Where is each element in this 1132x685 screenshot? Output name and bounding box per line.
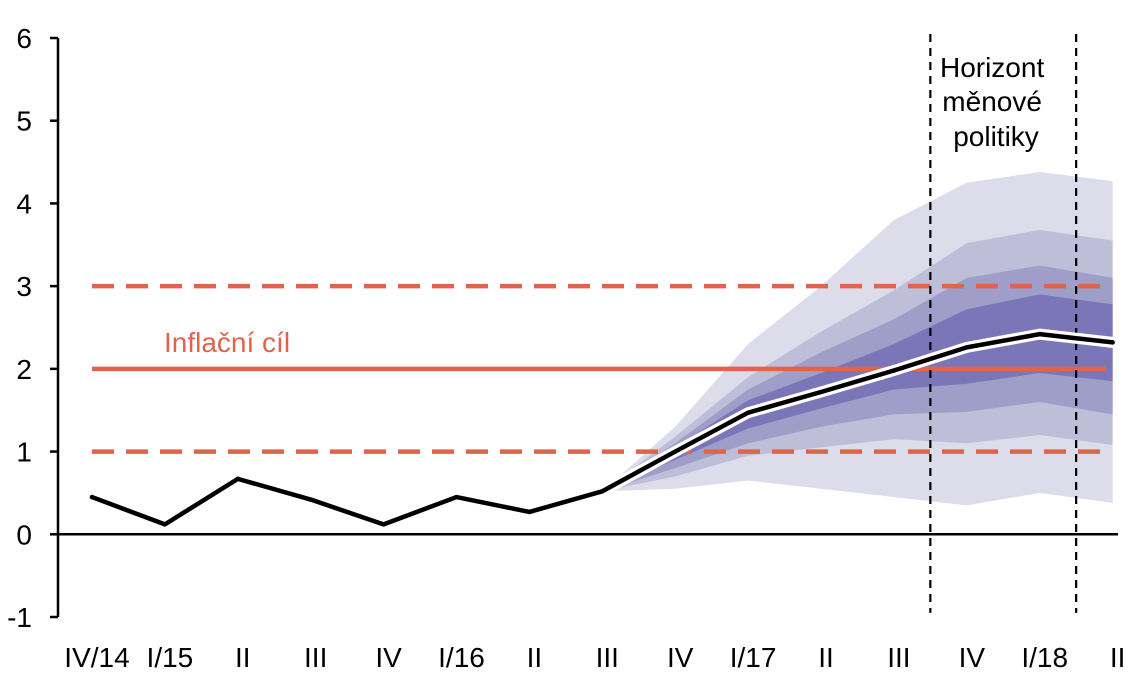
x-tick-label: II [818, 642, 834, 673]
series-point [964, 345, 969, 350]
series-point [745, 410, 751, 415]
series-point [891, 368, 897, 373]
policy-horizon-label-line-3: politiky [953, 121, 1039, 152]
x-tick-label: IV [375, 642, 402, 673]
series-point [673, 449, 678, 454]
x-tick-label: II [1110, 642, 1126, 673]
y-tick-label: 0 [16, 519, 32, 550]
series-point [818, 389, 824, 395]
y-tick-label: 4 [16, 188, 32, 219]
policy-horizon-label-line-2: měnové [942, 86, 1042, 117]
y-tick-label: 3 [16, 271, 32, 302]
series-point [162, 522, 168, 527]
series-point [454, 494, 459, 500]
series-point [600, 489, 605, 494]
policy-horizon-lines [929, 34, 1078, 613]
series-point [235, 476, 240, 482]
x-tick-label: IV/14 [64, 642, 129, 673]
x-tick-label: IV [959, 642, 986, 673]
series-point [1037, 331, 1042, 337]
series-point [89, 494, 95, 500]
x-tick-label: I/17 [730, 642, 777, 673]
x-tick-label: II [527, 642, 543, 673]
series-point [381, 522, 386, 527]
x-tick-label: III [304, 642, 327, 673]
y-tick-label: 5 [16, 106, 32, 137]
x-tick-label: I/18 [1021, 642, 1068, 673]
y-tick-label: 2 [16, 354, 32, 385]
policy-horizon-label: Horizont měnové politiky [940, 52, 1052, 152]
inflation-target [92, 283, 1106, 454]
y-tick-label: -1 [7, 602, 32, 633]
policy-horizon-label-line-1: Horizont [940, 52, 1044, 83]
axes [50, 36, 1118, 619]
series-lines [86, 328, 1119, 530]
series-point [527, 509, 532, 515]
x-tick-label: III [596, 642, 619, 673]
x-tick-label: III [887, 642, 910, 673]
x-tick-label: I/15 [147, 642, 194, 673]
x-tick-label: I/16 [438, 642, 485, 673]
x-tick-label: II [235, 642, 251, 673]
target-label: Inflační cíl [164, 327, 290, 358]
y-tick-label: 6 [16, 23, 32, 54]
x-tick-label: IV [667, 642, 694, 673]
series-point [1110, 340, 1115, 345]
y-tick-label: 1 [16, 437, 32, 468]
series-point [308, 497, 313, 502]
